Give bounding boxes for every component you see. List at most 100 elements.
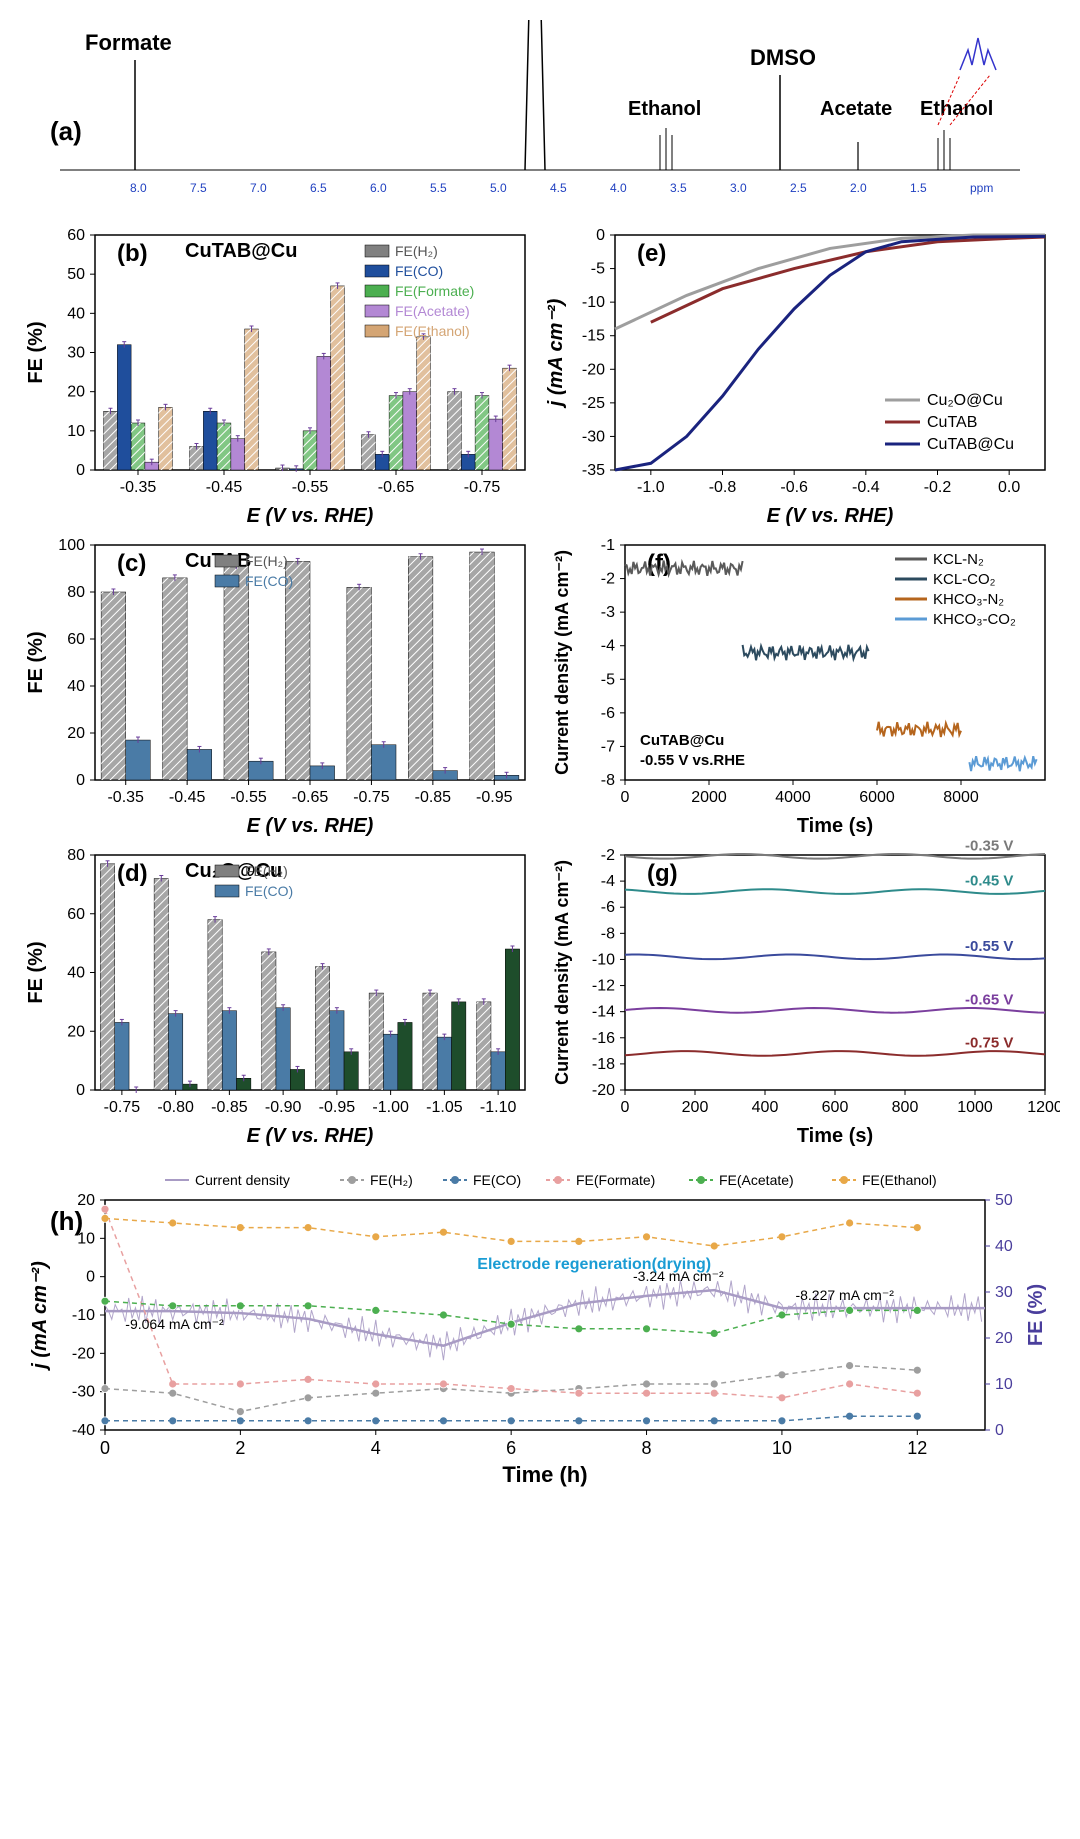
svg-text:-0.4: -0.4 <box>852 479 880 496</box>
svg-text:20: 20 <box>67 384 85 401</box>
svg-text:30: 30 <box>67 345 85 362</box>
svg-text:-30: -30 <box>582 428 605 445</box>
svg-text:FE(H₂): FE(H₂) <box>245 553 288 569</box>
svg-text:-5: -5 <box>591 261 605 278</box>
svg-text:-7: -7 <box>601 738 615 755</box>
svg-text:4.0: 4.0 <box>610 181 627 195</box>
svg-text:-40: -40 <box>72 1422 95 1439</box>
svg-text:-0.65 V: -0.65 V <box>965 991 1013 1008</box>
svg-text:FE(Acetate): FE(Acetate) <box>719 1172 794 1188</box>
svg-text:-10: -10 <box>582 294 605 311</box>
svg-text:-0.35: -0.35 <box>107 789 144 806</box>
svg-text:-35: -35 <box>582 462 605 479</box>
panel-b: (b)CuTAB@Cu0102030405060FE (%)-0.35-0.45… <box>20 220 540 530</box>
svg-text:CuTAB@Cu: CuTAB@Cu <box>640 732 724 749</box>
svg-text:-1.10: -1.10 <box>480 1099 517 1116</box>
svg-text:-0.8: -0.8 <box>709 479 737 496</box>
svg-text:(e): (e) <box>637 240 666 267</box>
svg-text:6000: 6000 <box>859 789 895 806</box>
row-cf: (c)CuTAB020406080100FE (%)-0.35-0.45-0.5… <box>20 530 1060 840</box>
svg-text:7.5: 7.5 <box>190 181 207 195</box>
panel-d: (d)Cu₂O@Cu020406080FE (%)-0.75-0.80-0.85… <box>20 840 540 1150</box>
svg-text:-8: -8 <box>601 772 615 789</box>
svg-text:-0.85: -0.85 <box>211 1099 248 1116</box>
svg-text:60: 60 <box>67 631 85 648</box>
svg-text:-6: -6 <box>601 705 615 722</box>
svg-text:-0.55 V: -0.55 V <box>965 938 1013 955</box>
svg-text:10: 10 <box>772 1438 792 1458</box>
svg-text:2000: 2000 <box>691 789 727 806</box>
svg-text:-3: -3 <box>601 604 615 621</box>
svg-text:E (V vs. RHE): E (V vs. RHE) <box>247 505 374 527</box>
svg-text:-0.75 V: -0.75 V <box>965 1034 1013 1051</box>
svg-text:ppm: ppm <box>970 181 993 195</box>
svg-text:E (V vs. RHE): E (V vs. RHE) <box>247 815 374 837</box>
nmr-spectrum: (a) Formate Ethanol DMSO Acetate Ethanol… <box>20 20 1060 220</box>
svg-text:-8: -8 <box>601 925 615 942</box>
svg-text:50: 50 <box>995 1192 1013 1209</box>
svg-text:j (mA cm⁻²): j (mA cm⁻²) <box>29 1261 51 1372</box>
svg-text:(c): (c) <box>117 550 146 577</box>
svg-text:FE(Formate): FE(Formate) <box>576 1172 655 1188</box>
svg-text:-12: -12 <box>592 978 615 995</box>
svg-text:-4: -4 <box>601 873 615 890</box>
svg-text:FE(Formate): FE(Formate) <box>395 283 474 299</box>
panel-g: (g)020040060080010001200-20-18-16-14-12-… <box>540 840 1060 1150</box>
svg-text:20: 20 <box>67 725 85 742</box>
svg-text:FE(Ethanol): FE(Ethanol) <box>395 323 470 339</box>
svg-text:CuTAB@Cu: CuTAB@Cu <box>185 240 297 262</box>
svg-text:-0.55 V vs.RHE: -0.55 V vs.RHE <box>640 752 745 769</box>
svg-text:-0.75: -0.75 <box>464 479 501 496</box>
svg-text:20: 20 <box>67 1023 85 1040</box>
svg-text:6.5: 6.5 <box>310 181 327 195</box>
svg-text:FE(Acetate): FE(Acetate) <box>395 303 470 319</box>
panel-h: (h)024681012-40-30-20-100102001020304050… <box>20 1150 1060 1490</box>
svg-text:-14: -14 <box>592 1004 615 1021</box>
svg-text:-1.00: -1.00 <box>372 1099 409 1116</box>
row-dg: (d)Cu₂O@Cu020406080FE (%)-0.75-0.80-0.85… <box>20 840 1060 1150</box>
svg-text:40: 40 <box>67 305 85 322</box>
svg-text:-0.35: -0.35 <box>120 479 157 496</box>
svg-text:6: 6 <box>506 1438 516 1458</box>
svg-text:1.5: 1.5 <box>910 181 927 195</box>
svg-text:60: 60 <box>67 906 85 923</box>
svg-text:2: 2 <box>235 1438 245 1458</box>
svg-text:Cu₂O@Cu: Cu₂O@Cu <box>927 392 1003 409</box>
svg-text:KCL-N₂: KCL-N₂ <box>933 551 984 568</box>
svg-text:8.0: 8.0 <box>130 181 147 195</box>
svg-text:KHCO₃-N₂: KHCO₃-N₂ <box>933 591 1004 608</box>
panel-e: (e)-1.0-0.8-0.6-0.4-0.20.0-35-30-25-20-1… <box>540 220 1060 530</box>
svg-text:-20: -20 <box>592 1082 615 1099</box>
svg-text:0: 0 <box>995 1422 1004 1439</box>
row-be: (b)CuTAB@Cu0102030405060FE (%)-0.35-0.45… <box>20 220 1060 530</box>
svg-text:-0.65: -0.65 <box>378 479 415 496</box>
svg-text:3.0: 3.0 <box>730 181 747 195</box>
svg-text:-0.75: -0.75 <box>104 1099 141 1116</box>
svg-text:FE(H₂): FE(H₂) <box>245 863 288 879</box>
svg-text:-9.064 mA cm⁻²: -9.064 mA cm⁻² <box>125 1316 224 1332</box>
svg-text:-8.227 mA cm⁻²: -8.227 mA cm⁻² <box>795 1287 894 1303</box>
svg-text:-30: -30 <box>72 1384 95 1401</box>
svg-text:5.5: 5.5 <box>430 181 447 195</box>
svg-text:100: 100 <box>58 537 85 554</box>
svg-text:2.0: 2.0 <box>850 181 867 195</box>
panel-c: (c)CuTAB020406080100FE (%)-0.35-0.45-0.5… <box>20 530 540 840</box>
svg-text:-4: -4 <box>601 638 615 655</box>
svg-text:800: 800 <box>892 1099 919 1116</box>
svg-text:400: 400 <box>752 1099 779 1116</box>
svg-text:-6: -6 <box>601 899 615 916</box>
svg-text:CuTAB@Cu: CuTAB@Cu <box>927 436 1014 453</box>
svg-text:FE(CO): FE(CO) <box>245 573 293 589</box>
svg-text:-0.45: -0.45 <box>206 479 243 496</box>
svg-text:j (mA cm⁻²): j (mA cm⁻²) <box>545 298 567 409</box>
svg-text:-20: -20 <box>72 1345 95 1362</box>
svg-text:8000: 8000 <box>943 789 979 806</box>
svg-text:E (V vs. RHE): E (V vs. RHE) <box>767 505 894 527</box>
svg-text:FE(H₂): FE(H₂) <box>370 1172 413 1188</box>
svg-text:0: 0 <box>76 772 85 789</box>
panel-a: (a) Formate Ethanol DMSO Acetate Ethanol… <box>20 20 1060 220</box>
svg-text:FE(H₂): FE(H₂) <box>395 243 438 259</box>
svg-text:0: 0 <box>76 1082 85 1099</box>
svg-text:Current density (mA cm⁻²): Current density (mA cm⁻²) <box>552 860 572 1085</box>
acetate-label: Acetate <box>820 98 892 120</box>
